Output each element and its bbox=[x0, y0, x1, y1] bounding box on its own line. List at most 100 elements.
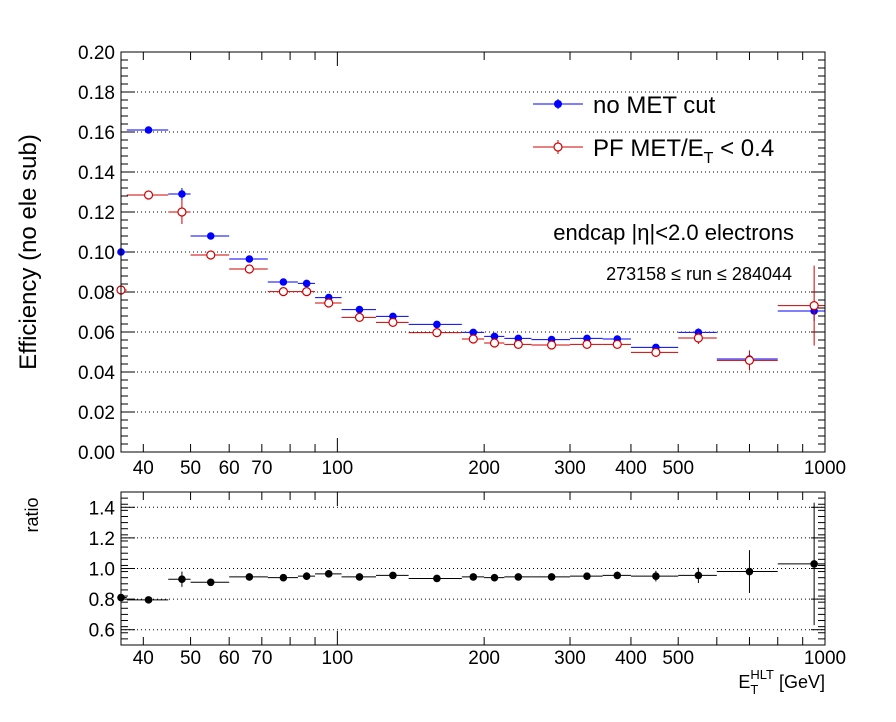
data-marker bbox=[324, 298, 334, 308]
efficiency-x-tick-label: 300 bbox=[554, 458, 586, 479]
ratio-y-tick-label: 1.2 bbox=[89, 529, 115, 550]
efficiency-y-tick-label: 0.10 bbox=[78, 243, 115, 264]
efficiency-series-1-point bbox=[570, 339, 603, 349]
ratio-x-tick-label: 40 bbox=[133, 648, 154, 669]
data-marker bbox=[324, 570, 333, 578]
data-marker bbox=[302, 287, 312, 297]
ratio-y-axis: 0.6 0.8 1.0 1.2 1.4 bbox=[89, 491, 825, 646]
efficiency-y-tick-label: 0.08 bbox=[78, 283, 115, 304]
efficiency-series bbox=[116, 126, 825, 371]
data-marker bbox=[651, 347, 661, 357]
ratio-series-0-point bbox=[504, 573, 532, 581]
data-marker bbox=[490, 573, 499, 582]
data-marker bbox=[355, 573, 364, 581]
efficiency-y-tick-label: 0.16 bbox=[78, 123, 115, 144]
efficiency-series-1-point bbox=[267, 287, 298, 297]
ratio-x-tick-label: 50 bbox=[180, 648, 201, 669]
efficiency-series-0-point bbox=[126, 126, 169, 134]
efficiency-x-tick-label: 100 bbox=[322, 458, 354, 479]
data-marker bbox=[143, 190, 154, 200]
efficiency-y-tick-label: 0.00 bbox=[78, 443, 115, 464]
data-marker bbox=[302, 572, 311, 580]
ratio-gridlines bbox=[121, 506, 825, 631]
data-marker bbox=[206, 232, 215, 240]
ratio-series-0-point bbox=[484, 573, 505, 582]
data-marker bbox=[613, 571, 622, 580]
efficiency-series-1-point bbox=[484, 338, 505, 348]
efficiency-series-1-point bbox=[229, 264, 268, 274]
data-marker bbox=[547, 573, 556, 581]
data-marker bbox=[582, 339, 592, 349]
efficiency-x-tick-label: 40 bbox=[133, 458, 154, 479]
data-marker bbox=[513, 339, 523, 349]
data-marker bbox=[178, 575, 186, 584]
efficiency-series-1-point bbox=[630, 347, 679, 357]
efficiency-series-1-point bbox=[408, 328, 462, 338]
data-marker bbox=[809, 301, 819, 311]
efficiency-series-1-point bbox=[297, 287, 316, 297]
data-marker bbox=[177, 207, 187, 217]
efficiency-series-1-point bbox=[531, 340, 571, 350]
data-marker bbox=[490, 332, 499, 341]
legend: no MET cut PF MET/ET < 0.4 bbox=[533, 92, 774, 167]
data-marker bbox=[514, 573, 523, 581]
efficiency-series-0-point bbox=[297, 279, 316, 288]
ratio-series-0-point bbox=[716, 550, 778, 593]
data-marker bbox=[302, 279, 311, 288]
efficiency-y-tick-label: 0.06 bbox=[78, 323, 115, 344]
data-marker bbox=[244, 264, 254, 274]
ratio-panel: 0.6 0.8 1.0 1.2 1.4 40 50 60 70 100 200 300 400 500 1… bbox=[22, 491, 846, 697]
efficiency-series-1-point bbox=[190, 250, 230, 260]
ratio-y-axis-label: ratio bbox=[22, 497, 42, 532]
data-marker bbox=[612, 339, 622, 349]
efficiency-y-tick-label: 0.18 bbox=[78, 83, 115, 104]
data-marker bbox=[206, 250, 216, 260]
efficiency-y-tick-label: 0.02 bbox=[78, 403, 115, 424]
efficiency-series-0-point bbox=[341, 305, 376, 314]
efficiency-y-axis: 0.00 0.02 0.04 0.06 0.08 0.10 0.12 0.14 0.16 0.18… bbox=[78, 43, 825, 464]
x-axis-label-sup: HLT bbox=[750, 667, 774, 682]
data-marker bbox=[245, 255, 254, 263]
ratio-series-0-point bbox=[375, 571, 409, 580]
data-marker bbox=[489, 338, 500, 348]
data-marker bbox=[468, 334, 478, 344]
efficiency-x-tick-label: 500 bbox=[662, 458, 694, 479]
ratio-x-tick-label: 400 bbox=[615, 648, 647, 669]
efficiency-series-0-point bbox=[484, 332, 505, 341]
ratio-series-0-point bbox=[777, 502, 825, 626]
x-axis-label-unit: [GeV] bbox=[774, 672, 825, 692]
efficiency-series-1-point bbox=[126, 190, 169, 200]
ratio-x-tick-label: 70 bbox=[251, 648, 272, 669]
efficiency-series-1-point bbox=[777, 265, 825, 346]
data-marker bbox=[583, 572, 591, 580]
legend-label-pf-met-main: PF MET/E bbox=[593, 135, 704, 162]
ratio-series-0-point bbox=[126, 596, 169, 604]
efficiency-panel: 0.00 0.02 0.04 0.06 0.08 0.10 0.12 0.14 0.16 0.18… bbox=[15, 43, 846, 479]
ratio-series-0-point bbox=[168, 571, 191, 587]
data-marker bbox=[810, 560, 818, 568]
efficiency-series-0-point bbox=[461, 328, 485, 337]
efficiency-x-tick-label: 1000 bbox=[804, 458, 846, 479]
ratio-plot-frame bbox=[120, 491, 826, 646]
ratio-series bbox=[117, 502, 825, 626]
efficiency-y-tick-label: 0.14 bbox=[78, 163, 115, 184]
ratio-series-0-point bbox=[190, 578, 230, 587]
legend-label-no-met-cut: no MET cut bbox=[593, 92, 716, 119]
ratio-series-0-point bbox=[341, 573, 376, 581]
efficiency-y-axis-label: Efficiency (no ele sub) bbox=[15, 134, 42, 370]
ratio-x-tick-label: 500 bbox=[662, 648, 694, 669]
efficiency-y-tick-label: 0.12 bbox=[78, 203, 115, 224]
efficiency-series-0-point bbox=[267, 278, 298, 286]
x-axis-label: ETHLT [GeV] bbox=[738, 667, 825, 697]
efficiency-series-1-point bbox=[602, 339, 631, 349]
efficiency-series-1-point bbox=[375, 317, 409, 327]
data-marker bbox=[278, 287, 288, 297]
data-marker bbox=[388, 317, 398, 327]
data-marker bbox=[652, 572, 660, 580]
data-marker bbox=[469, 573, 478, 581]
data-marker bbox=[279, 573, 288, 582]
data-marker bbox=[433, 574, 441, 583]
data-marker bbox=[693, 333, 703, 343]
ratio-series-0-point bbox=[408, 574, 462, 583]
ratio-series-0-point bbox=[267, 573, 298, 582]
